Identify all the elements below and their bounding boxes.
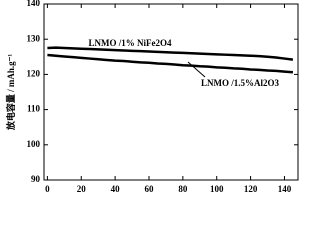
- y-tick-label: 120: [27, 68, 41, 78]
- data-line: [47, 46, 294, 61]
- y-tick-label: 110: [27, 104, 41, 114]
- x-tick-label: 20: [77, 184, 87, 194]
- y-tick-label: 130: [27, 33, 41, 43]
- x-tick-label: 40: [111, 184, 121, 194]
- x-tick-label: 0: [45, 184, 50, 194]
- plot-frame: [43, 3, 299, 181]
- y-tick-label: 140: [27, 0, 41, 8]
- x-tick-label: 100: [210, 184, 224, 194]
- data-line: [47, 53, 294, 74]
- x-tick-label: 120: [244, 184, 258, 194]
- series-annotation: LNMO /1.5%Al2O3: [201, 78, 279, 88]
- y-tick-label: 90: [31, 174, 41, 184]
- x-tick-label: 140: [278, 184, 292, 194]
- annotation-leader: [187, 61, 206, 78]
- chart: 放电容量 / mAh.g⁻¹ LNMO /1% NiFe2O4 LNMO /1.…: [5, 0, 299, 194]
- y-tick-label: 100: [27, 139, 41, 149]
- y-axis-label: 放电容量 / mAh.g⁻¹: [5, 54, 16, 132]
- x-tick-label: 60: [144, 184, 154, 194]
- series-annotation: LNMO /1% NiFe2O4: [89, 38, 172, 48]
- x-tick-label: 80: [178, 184, 188, 194]
